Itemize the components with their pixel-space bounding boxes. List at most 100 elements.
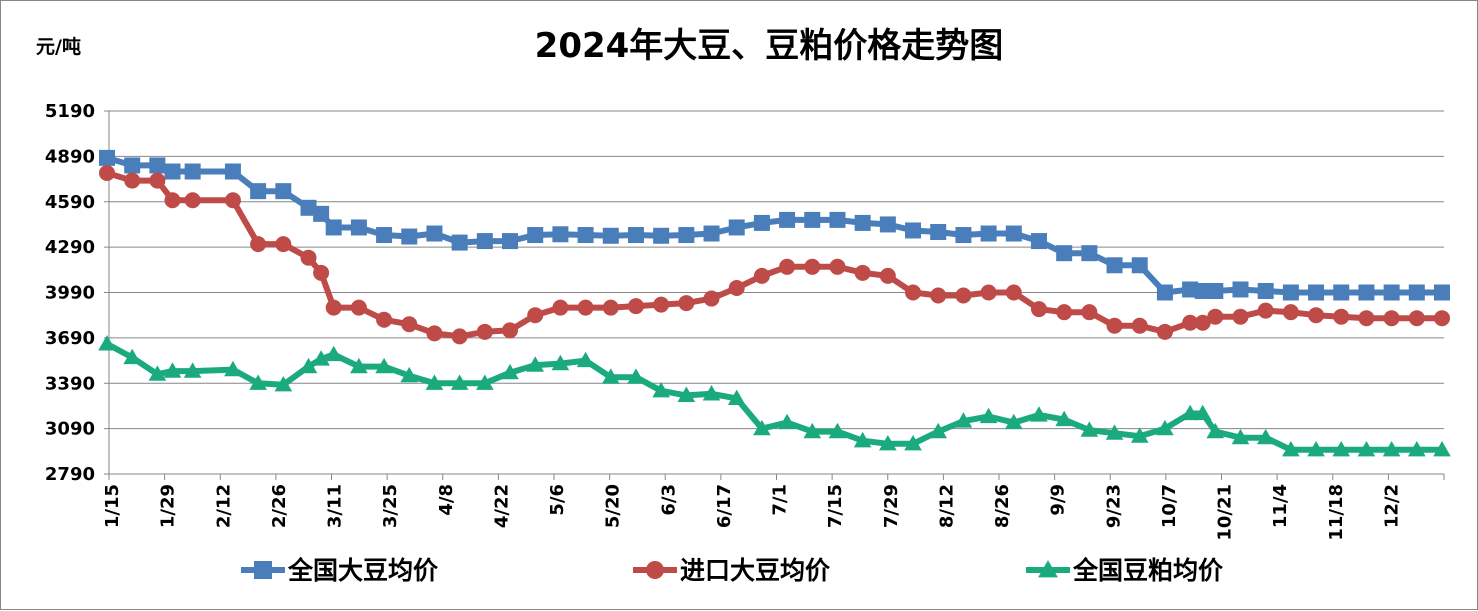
data-point — [779, 258, 796, 275]
data-point — [1106, 317, 1123, 334]
y-tick-label: 3090 — [45, 419, 95, 440]
data-point — [527, 307, 544, 324]
data-point — [1408, 441, 1426, 457]
data-point — [1433, 441, 1451, 457]
data-point — [526, 356, 545, 372]
data-point — [1004, 413, 1023, 430]
x-tick-label: 12/2 — [1381, 484, 1402, 528]
data-point — [1056, 245, 1073, 262]
x-tick-label: 3/25 — [380, 484, 401, 528]
data-point — [1055, 410, 1073, 427]
data-point — [980, 225, 997, 242]
data-point — [627, 368, 645, 384]
data-point — [653, 227, 670, 244]
data-point — [98, 335, 116, 351]
data-point — [703, 290, 720, 307]
data-point — [1056, 304, 1073, 321]
x-tick-label: 8/12 — [936, 484, 957, 528]
data-point — [779, 211, 796, 228]
data-point — [1282, 304, 1299, 321]
data-point — [1333, 284, 1350, 301]
data-point — [1383, 310, 1400, 327]
data-point — [401, 228, 418, 245]
data-point — [527, 227, 544, 244]
data-point — [164, 163, 181, 180]
data-point — [1256, 428, 1275, 445]
data-point — [1080, 421, 1099, 437]
data-point — [299, 357, 318, 374]
data-point — [905, 284, 922, 301]
x-tick-label: 3/11 — [325, 484, 346, 528]
data-point — [1231, 428, 1250, 445]
data-point — [753, 267, 770, 284]
data-point — [1232, 281, 1249, 298]
data-point — [1332, 441, 1351, 457]
data-point — [350, 219, 367, 236]
data-point — [879, 434, 897, 451]
data-point — [1156, 323, 1173, 340]
data-point — [450, 374, 469, 390]
data-point — [164, 192, 181, 209]
data-point — [1257, 282, 1274, 299]
y-tick-label: 4290 — [45, 237, 95, 258]
y-tick-label: 5190 — [45, 101, 95, 122]
data-point — [1193, 404, 1212, 421]
data-point — [325, 219, 342, 236]
data-point — [401, 316, 418, 333]
gridlines — [109, 110, 1444, 475]
data-point — [1005, 284, 1022, 301]
data-point — [829, 211, 846, 228]
data-point — [183, 362, 202, 378]
data-point — [350, 299, 367, 316]
data-point — [1257, 302, 1274, 319]
data-point — [1207, 282, 1224, 299]
data-point — [249, 374, 267, 390]
x-tick-label: 1/29 — [158, 484, 179, 528]
data-point — [602, 227, 619, 244]
data-point — [576, 351, 595, 368]
data-point — [1081, 245, 1098, 262]
data-point — [979, 407, 998, 424]
data-point — [552, 226, 569, 243]
data-point — [954, 412, 973, 428]
data-point — [702, 385, 721, 401]
legend-label: 全国大豆均价 — [287, 556, 439, 585]
data-point — [313, 205, 330, 222]
data-point — [879, 216, 896, 233]
chart-title: 2024年大豆、豆粕价格走势图 — [535, 26, 1004, 66]
data-point — [778, 413, 796, 430]
data-point — [501, 363, 519, 380]
data-point — [476, 374, 494, 390]
x-axis: 1/15 1/29 2/12 2/26 3/11 3/25 4/8 4/22 5/6 5/20 6/… — [102, 473, 1445, 541]
data-point — [1081, 304, 1098, 321]
data-point — [678, 227, 695, 244]
data-point — [1030, 301, 1047, 318]
data-point — [1307, 441, 1325, 457]
x-tick-label: 11/4 — [1270, 484, 1291, 528]
data-point — [552, 299, 569, 316]
data-point — [1194, 282, 1211, 299]
data-point — [476, 233, 493, 250]
data-point — [653, 296, 670, 313]
series-1 — [99, 149, 1450, 301]
data-point — [678, 295, 695, 312]
data-point — [1182, 281, 1199, 298]
data-point — [451, 234, 468, 251]
x-tick-label: 7/29 — [881, 484, 902, 528]
data-point — [980, 284, 997, 301]
data-point — [224, 163, 241, 180]
data-point — [728, 279, 745, 296]
data-point — [1030, 406, 1048, 422]
x-tick-label: 2/26 — [269, 484, 290, 528]
data-point — [148, 365, 167, 381]
data-point — [728, 219, 745, 236]
data-point — [1357, 441, 1376, 457]
x-tick-label: 11/18 — [1326, 484, 1347, 541]
data-point — [853, 431, 872, 448]
data-point — [1206, 422, 1225, 439]
data-point — [123, 348, 141, 365]
legend-item: 全国大豆均价 — [241, 556, 439, 585]
data-point — [324, 345, 343, 362]
data-point — [1005, 225, 1022, 242]
